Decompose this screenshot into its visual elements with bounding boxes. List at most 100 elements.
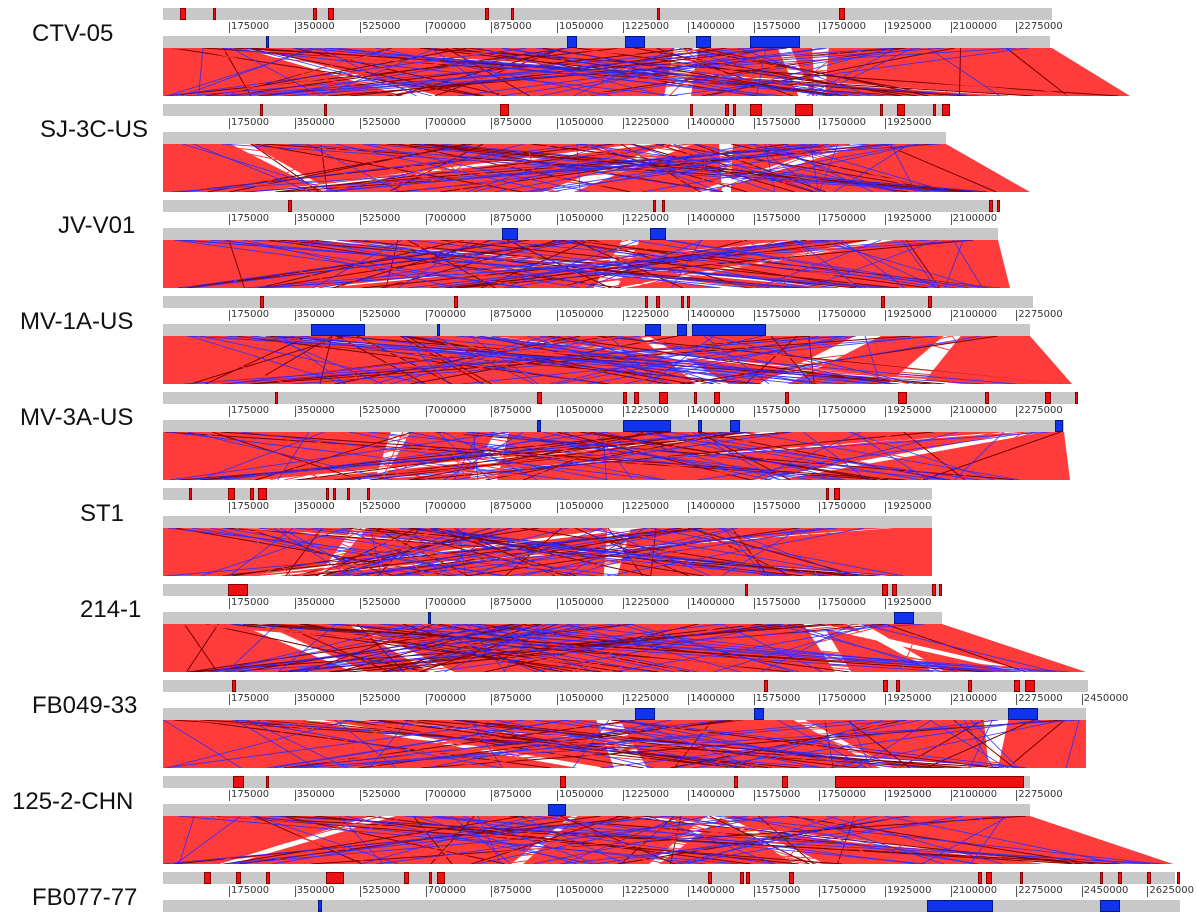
- forward-feature-block: [1014, 680, 1020, 692]
- reverse-match-line: [178, 816, 195, 864]
- match-line: [220, 432, 906, 480]
- axis-tick-label: 1750000: [819, 117, 866, 129]
- axis-tick-label: 350000: [294, 885, 335, 897]
- axis-tick-label: 1400000: [688, 693, 735, 705]
- axis-tick-label: 875000: [491, 501, 532, 513]
- match-line: [244, 816, 372, 864]
- reverse-match-line: [518, 816, 626, 864]
- reverse-match-line: [188, 432, 393, 480]
- axis-tick-label: 350000: [294, 213, 335, 225]
- reverse-match-line: [594, 816, 909, 864]
- reverse-match-line: [397, 240, 475, 288]
- reverse-match-line: [235, 720, 317, 768]
- reverse-match-line: [494, 144, 755, 192]
- reverse-match-line: [374, 528, 569, 576]
- match-line: [559, 240, 1004, 288]
- reverse-match-line: [669, 432, 952, 480]
- reverse-match-line: [608, 336, 660, 384]
- match-line: [164, 144, 824, 192]
- axis-tick-label: 350000: [294, 693, 335, 705]
- feature-track: [163, 488, 932, 500]
- reverse-match-line: [179, 240, 809, 288]
- axis-tick-label: 1225000: [622, 501, 670, 513]
- axis-tick-label: 1925000: [885, 693, 932, 705]
- match-line: [190, 240, 732, 288]
- axis-tick-label: 1400000: [688, 405, 735, 417]
- reverse-match-line: [432, 816, 776, 864]
- reverse-match-line: [794, 816, 945, 864]
- axis-tick-label: 1225000: [622, 213, 670, 225]
- reverse-match-line: [398, 528, 832, 576]
- reverse-match-line: [163, 816, 670, 864]
- forward-feature-block: [898, 392, 907, 404]
- forward-feature-block: [826, 488, 829, 500]
- reverse-match-line: [629, 624, 794, 672]
- axis-tick-label: 2275000: [1016, 309, 1063, 321]
- forward-feature-block: [204, 872, 211, 884]
- axis-tick-label: 700000: [425, 501, 466, 513]
- match-line: [467, 432, 900, 480]
- axis-tick-label: 350000: [294, 117, 335, 129]
- axis-tick-label: 175000: [229, 501, 270, 513]
- match-line: [775, 432, 1019, 480]
- axis-tick-label: 875000: [491, 309, 532, 321]
- forward-feature-block: [714, 392, 720, 404]
- reverse-match-line: [954, 432, 1005, 480]
- reverse-match-line: [232, 720, 827, 768]
- reverse-feature-block: [1008, 708, 1038, 720]
- forward-feature-block: [560, 776, 566, 788]
- reverse-match-line: [189, 336, 346, 384]
- forward-feature-block: [880, 104, 883, 116]
- reverse-match-line: [952, 240, 983, 288]
- reverse-match-line: [221, 48, 678, 96]
- reverse-match-line: [673, 144, 817, 192]
- reverse-match-line: [170, 144, 870, 192]
- reverse-feature-block: [754, 708, 764, 720]
- match-line: [445, 240, 868, 288]
- reverse-match-line: [578, 144, 929, 192]
- forward-feature-block: [932, 584, 936, 596]
- reverse-feature-block: [428, 612, 431, 624]
- forward-feature-block: [260, 104, 263, 116]
- reverse-match-line: [230, 624, 950, 672]
- forward-feature-block: [228, 584, 248, 596]
- axis-tick-label: 875000: [491, 405, 532, 417]
- reverse-match-line: [278, 624, 337, 672]
- forward-feature-block: [733, 104, 736, 116]
- genome-label: 125-2-CHN: [12, 788, 134, 815]
- axis-tick-label: 2100000: [950, 21, 998, 33]
- forward-feature-block: [681, 296, 684, 308]
- reverse-match-line: [594, 432, 634, 480]
- forward-feature-block: [939, 584, 942, 596]
- reverse-match-line: [457, 720, 655, 768]
- match-line: [169, 720, 386, 768]
- sequence-track: [163, 324, 1030, 336]
- reverse-match-line: [761, 624, 853, 672]
- reverse-match-line: [709, 336, 917, 384]
- match-line: [925, 720, 1035, 768]
- genome-label: 214-1: [80, 596, 142, 623]
- feature-track: [163, 872, 1175, 884]
- reverse-match-line: [589, 48, 921, 96]
- reverse-match-line: [190, 240, 576, 288]
- reverse-match-line: [466, 432, 844, 480]
- forward-feature-block: [288, 200, 292, 212]
- axis-tick-label: 2450000: [1081, 885, 1129, 897]
- forward-feature-block: [985, 392, 989, 404]
- match-line: [440, 240, 899, 288]
- reverse-match-line: [211, 48, 894, 96]
- axis-tick-label: 2100000: [950, 789, 998, 801]
- axis-tick-label: 1575000: [753, 21, 801, 33]
- reverse-match-line: [241, 720, 502, 768]
- axis-tick-label: 1925000: [885, 501, 932, 513]
- forward-feature-block: [694, 392, 697, 404]
- axis-tick-label: 350000: [294, 501, 335, 513]
- synteny-band: [163, 48, 1130, 96]
- match-line: [298, 720, 378, 768]
- forward-feature-block: [892, 584, 897, 596]
- axis-tick-label: 875000: [491, 597, 532, 609]
- reverse-feature-block: [623, 420, 671, 432]
- forward-feature-block: [454, 296, 458, 308]
- reverse-match-line: [469, 336, 539, 384]
- reverse-match-line: [166, 720, 352, 768]
